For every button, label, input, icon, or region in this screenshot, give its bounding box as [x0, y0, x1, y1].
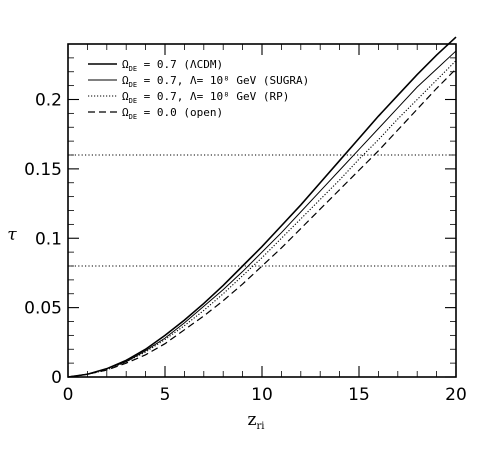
x-tick-label: 15	[348, 385, 370, 405]
y-tick-label: 0.15	[24, 160, 62, 180]
y-tick-label: 0	[51, 368, 62, 388]
plot-area	[67, 36, 457, 378]
legend-entry-4: ΩDE = 0.0 (open)	[122, 106, 223, 121]
x-axis-label: zri	[248, 410, 265, 432]
y-axis-label: τ	[7, 225, 17, 245]
y-tick-label: 0.1	[35, 229, 62, 249]
legend-entry-1: ΩDE = 0.7 (ΛCDM)	[122, 58, 223, 73]
x-axis-label-subscript: ri	[256, 421, 264, 432]
series-line-1	[67, 36, 457, 378]
y-tick-label: 0.05	[24, 299, 62, 319]
series-line-2	[67, 50, 457, 378]
x-tick-label: 10	[251, 385, 273, 405]
legend-entry-2: ΩDE = 0.7, Λ= 10⁸ GeV (SUGRA)	[122, 74, 309, 89]
series-line-3	[67, 60, 457, 378]
axis-ticks	[67, 43, 457, 378]
y-tick-label: 0.2	[35, 91, 62, 111]
series-line-4	[67, 68, 457, 378]
axis-tick-labels: 0 5 10 15 20 0 0.05 0.1 0.15 0.2	[24, 91, 467, 406]
legend-entry-3: ΩDE = 0.7, Λ= 10⁸ GeV (RP)	[122, 90, 289, 105]
x-tick-label: 20	[445, 385, 467, 405]
x-tick-label: 0	[63, 385, 74, 405]
x-tick-label: 5	[160, 385, 171, 405]
legend: ΩDE = 0.7 (ΛCDM)ΩDE = 0.7, Λ= 10⁸ GeV (S…	[88, 58, 309, 121]
